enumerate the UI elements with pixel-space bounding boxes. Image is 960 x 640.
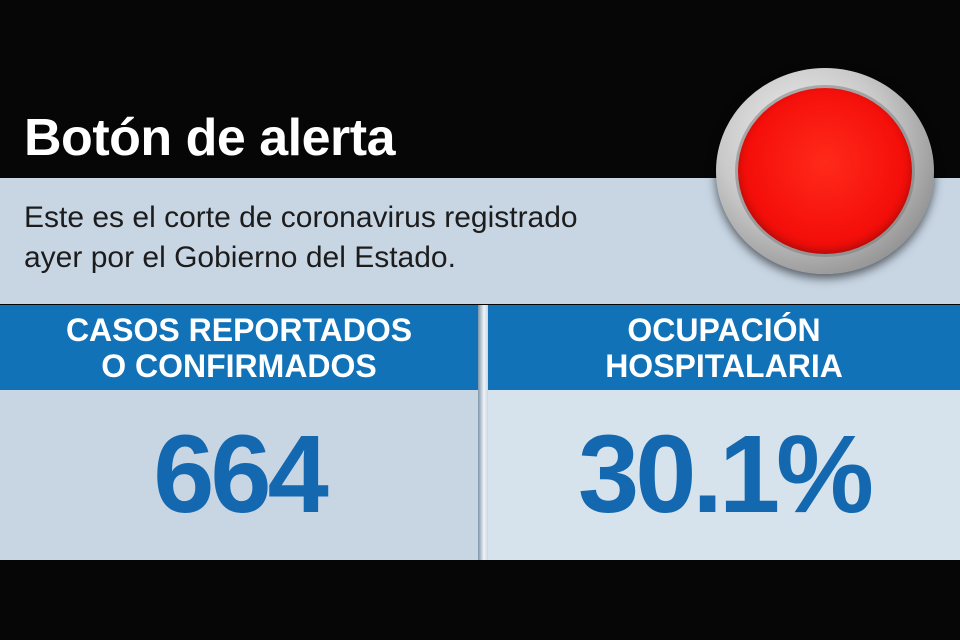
red-alert-button-icon [716, 68, 934, 274]
cases-label-line-1: CASOS REPORTADOS [65, 311, 413, 348]
column-divider [478, 305, 488, 560]
alert-button-face [738, 88, 912, 254]
subtitle-line-2: ayer por el Gobierno del Estado. [24, 241, 456, 274]
cases-panel: 664 [0, 390, 478, 560]
occupancy-panel: 30.1% [488, 390, 960, 560]
cases-value: 664 [153, 413, 329, 536]
occupancy-value: 30.1% [578, 413, 874, 536]
occupancy-label-line-2: HOSPITALARIA [605, 347, 843, 384]
page-title: Botón de alerta [24, 109, 396, 167]
occupancy-label-line-1: OCUPACIÓN [627, 311, 821, 348]
occupancy-header: OCUPACIÓN HOSPITALARIA [488, 305, 960, 390]
subtitle-line-1: Este es el corte de coronavirus registra… [24, 201, 578, 234]
subtitle: Este es el corte de coronavirus registra… [24, 198, 684, 278]
cases-header: CASOS REPORTADOS O CONFIRMADOS [0, 305, 478, 390]
bottom-band [0, 560, 960, 640]
cases-label-line-2: O CONFIRMADOS [101, 347, 377, 384]
